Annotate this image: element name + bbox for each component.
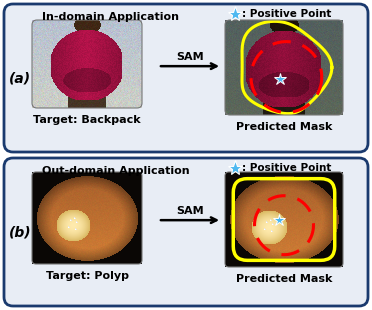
Text: (a): (a): [9, 71, 31, 85]
Text: : Positive Point: : Positive Point: [242, 163, 331, 173]
FancyBboxPatch shape: [4, 158, 368, 306]
Text: (b): (b): [9, 225, 32, 239]
Text: Target: Polyp: Target: Polyp: [45, 271, 128, 281]
Text: SAM: SAM: [176, 206, 204, 216]
Text: Out-domain Application: Out-domain Application: [42, 166, 190, 176]
Text: Predicted Mask: Predicted Mask: [236, 122, 332, 132]
Text: : Positive Point: : Positive Point: [242, 9, 331, 19]
Text: Predicted Mask: Predicted Mask: [236, 274, 332, 284]
Text: SAM: SAM: [176, 52, 204, 62]
Text: Target: Backpack: Target: Backpack: [33, 115, 141, 125]
FancyBboxPatch shape: [4, 4, 368, 152]
Text: In-domain Application: In-domain Application: [42, 12, 179, 22]
